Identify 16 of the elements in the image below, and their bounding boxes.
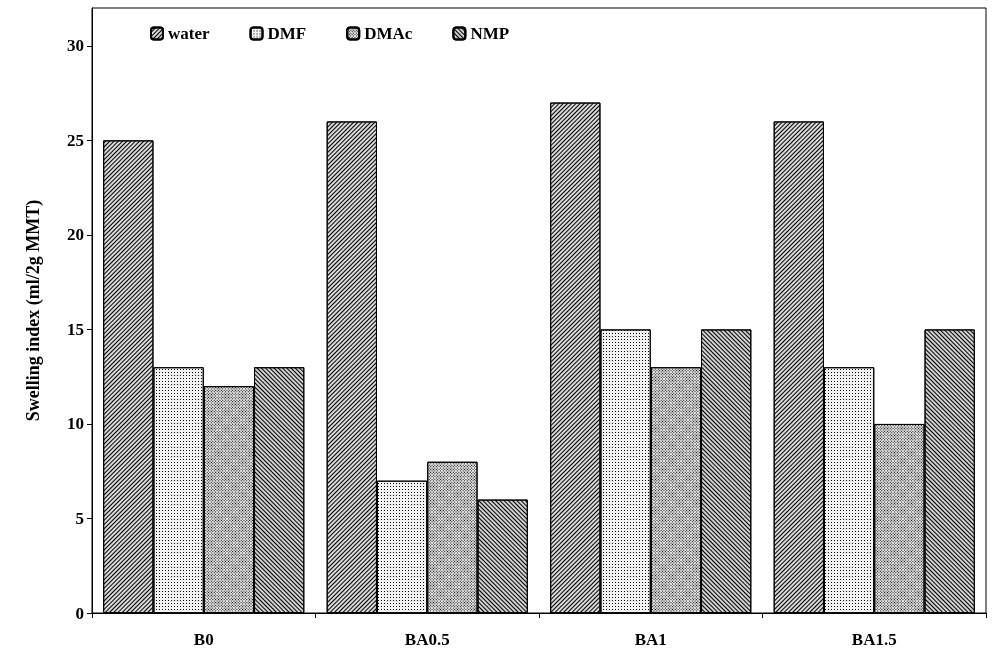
x-tick-label: BA0.5 <box>404 630 450 649</box>
y-tick-label: 0 <box>75 603 84 623</box>
y-tick-label: 30 <box>67 36 84 56</box>
x-tick-label: BA1 <box>634 630 667 649</box>
y-tick-label: 10 <box>67 414 84 434</box>
x-tick-label: BA1.5 <box>851 630 897 649</box>
legend-label: water <box>168 24 210 43</box>
legend-label: DMF <box>267 24 307 43</box>
y-tick-label: 25 <box>67 130 84 150</box>
legend-label: DMAc <box>364 24 413 43</box>
legend-label: NMP <box>470 24 510 43</box>
y-axis-title: Swelling index (ml/2g MMT) <box>23 199 44 422</box>
y-tick-label: 20 <box>67 225 84 245</box>
y-tick-label: 5 <box>75 508 84 528</box>
y-tick-label: 15 <box>67 319 84 339</box>
x-tick-label: B0 <box>193 630 214 649</box>
